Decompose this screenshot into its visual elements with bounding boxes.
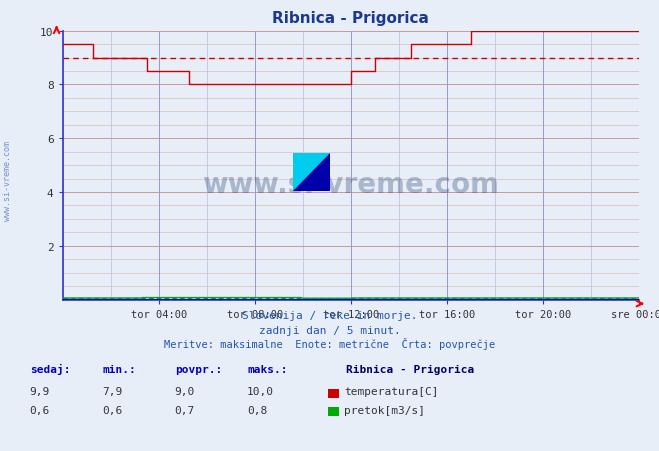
Text: 0,6: 0,6 bbox=[30, 405, 50, 414]
Text: zadnji dan / 5 minut.: zadnji dan / 5 minut. bbox=[258, 325, 401, 335]
Text: 7,9: 7,9 bbox=[102, 387, 123, 396]
Text: 0,7: 0,7 bbox=[175, 405, 195, 414]
Text: maks.:: maks.: bbox=[247, 364, 287, 374]
Text: temperatura[C]: temperatura[C] bbox=[344, 387, 438, 396]
Text: Ribnica - Prigorica: Ribnica - Prigorica bbox=[346, 364, 474, 374]
Title: Ribnica - Prigorica: Ribnica - Prigorica bbox=[272, 11, 430, 26]
Text: 10,0: 10,0 bbox=[247, 387, 274, 396]
Text: Meritve: maksimalne  Enote: metrične  Črta: povprečje: Meritve: maksimalne Enote: metrične Črta… bbox=[164, 338, 495, 350]
Text: www.si-vreme.com: www.si-vreme.com bbox=[202, 170, 500, 198]
Text: sedaj:: sedaj: bbox=[30, 363, 70, 374]
Text: pretok[m3/s]: pretok[m3/s] bbox=[344, 405, 425, 414]
Polygon shape bbox=[293, 153, 330, 192]
Text: min.:: min.: bbox=[102, 364, 136, 374]
Text: Slovenija / reke in morje.: Slovenija / reke in morje. bbox=[242, 310, 417, 320]
Text: povpr.:: povpr.: bbox=[175, 364, 222, 374]
Text: 0,8: 0,8 bbox=[247, 405, 268, 414]
Text: 9,0: 9,0 bbox=[175, 387, 195, 396]
Polygon shape bbox=[293, 153, 330, 192]
Text: www.si-vreme.com: www.si-vreme.com bbox=[3, 141, 13, 220]
Text: 0,6: 0,6 bbox=[102, 405, 123, 414]
Text: 9,9: 9,9 bbox=[30, 387, 50, 396]
